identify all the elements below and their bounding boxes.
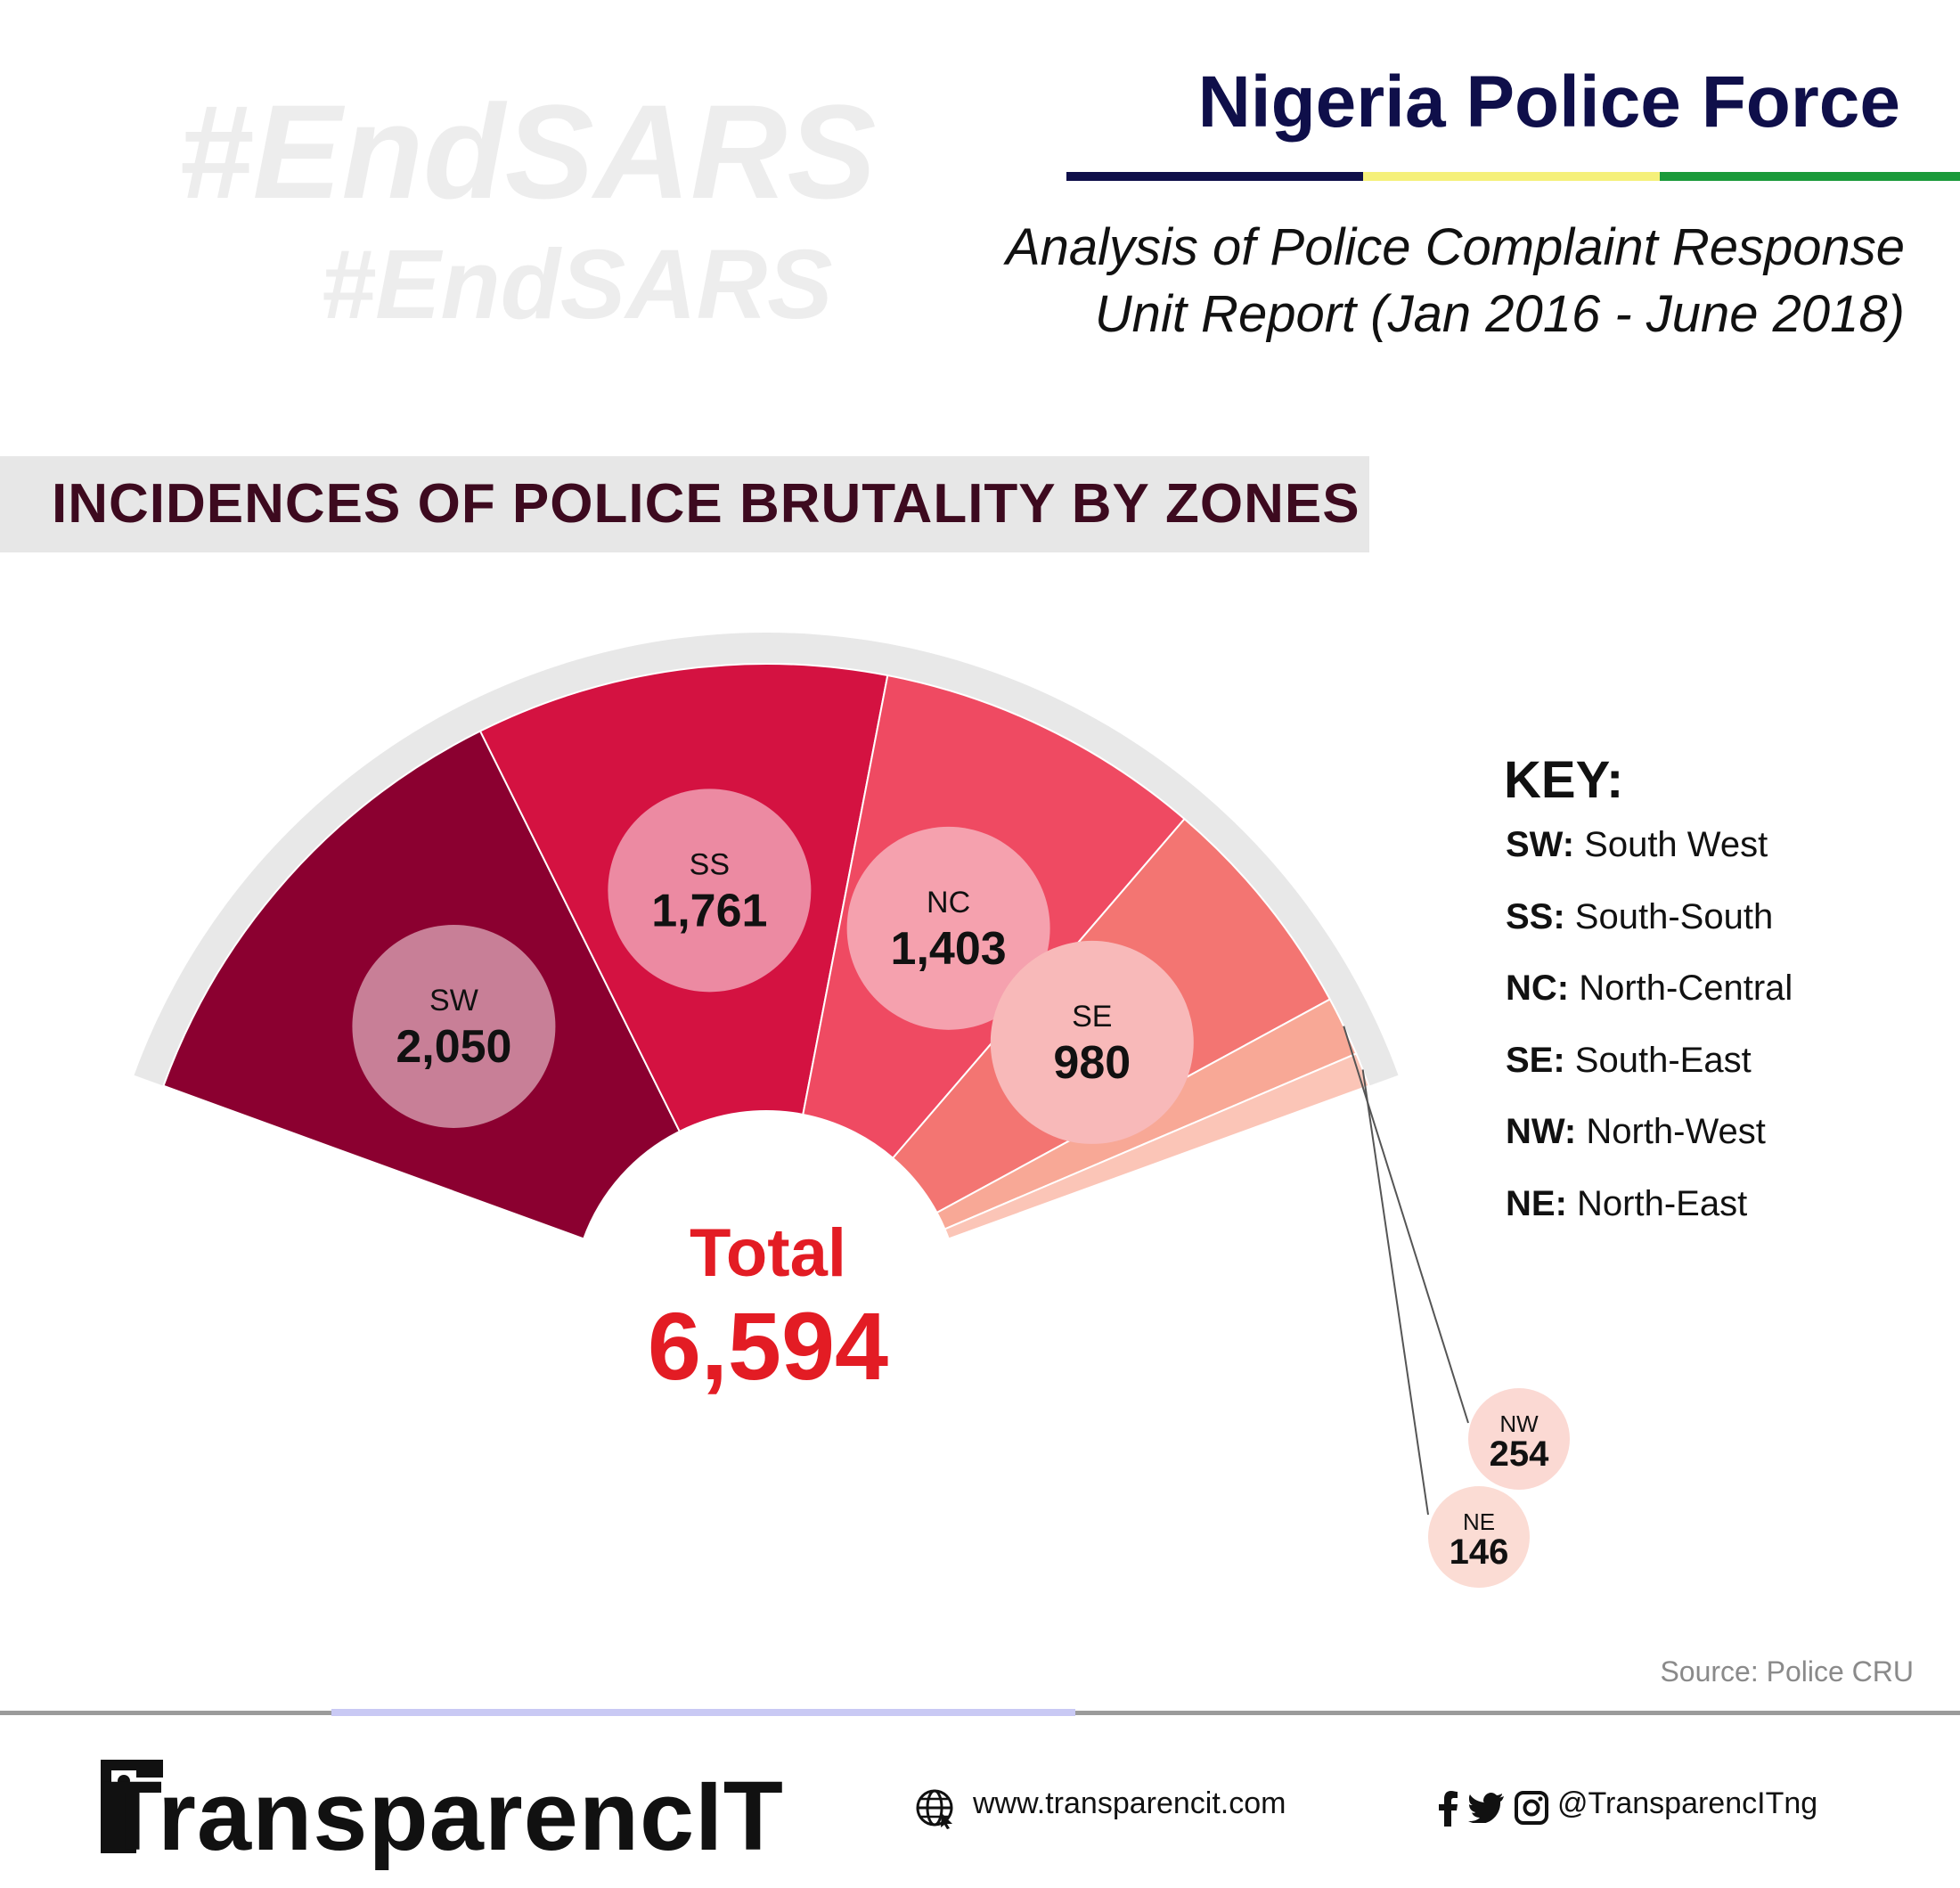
legend-item: SW: South West — [1506, 825, 1768, 865]
instagram-icon[interactable] — [1515, 1791, 1548, 1825]
legend-item-code: NE: — [1506, 1183, 1567, 1223]
badge-circle — [1468, 1388, 1570, 1490]
badge-zone-label: SW — [429, 984, 478, 1018]
source-note: Source: Police CRU — [1660, 1655, 1914, 1688]
subtitle-line-1: Analysis of Police Complaint Response — [1005, 218, 1905, 276]
legend-item-code: SW: — [1506, 825, 1575, 864]
badge-value-label: 254 — [1490, 1434, 1549, 1474]
watermark-hashtag-small: #EndSARS — [321, 230, 833, 339]
badge-value-label: 980 — [1053, 1037, 1131, 1089]
legend-item-code: SS: — [1506, 896, 1565, 936]
total-value: 6,594 — [648, 1292, 888, 1400]
legend-item: SS: South-South — [1506, 897, 1773, 937]
legend-item-name: South-South — [1564, 896, 1774, 936]
legend-item: NW: North-West — [1506, 1112, 1766, 1152]
legend-item-name: North-Central — [1569, 969, 1793, 1008]
flag-stripe-yellow — [1363, 172, 1660, 181]
legend-item: SE: South-East — [1506, 1041, 1752, 1081]
legend-item: NE: North-East — [1506, 1184, 1747, 1224]
social-handle[interactable]: @TransparencITng — [1557, 1786, 1818, 1820]
twitter-icon[interactable] — [1468, 1793, 1504, 1823]
section-title-bar — [0, 456, 1369, 552]
flag-stripe-green — [1660, 172, 1960, 181]
badge-value-label: 1,403 — [891, 923, 1007, 975]
legend-item-name: North-East — [1566, 1183, 1748, 1223]
badge-zone-label: SE — [1072, 1000, 1112, 1034]
section-title: INCIDENCES OF POLICE BRUTALITY BY ZONES — [52, 473, 1360, 535]
website-link[interactable]: www.transparencit.com — [973, 1786, 1286, 1820]
flag-stripe-navy — [1066, 172, 1363, 181]
legend-item-code: NW: — [1506, 1112, 1577, 1151]
footer-divider-accent — [331, 1709, 1075, 1716]
total-label: Total — [690, 1215, 846, 1291]
badge-ss: SS 1,761 — [608, 789, 812, 993]
legend-item: NC: North-Central — [1506, 969, 1793, 1009]
badge-circle — [990, 940, 1194, 1144]
page-title: Nigeria Police Force — [1197, 61, 1900, 143]
badge-value-label: 1,761 — [651, 885, 767, 936]
legend-item-code: SE: — [1506, 1040, 1565, 1080]
logo-mark-icon — [101, 1760, 163, 1853]
badge-circle — [1428, 1486, 1530, 1588]
legend-item-name: South West — [1574, 825, 1768, 864]
legend-item-code: NC: — [1506, 969, 1570, 1008]
badge-zone-label: NW — [1499, 1410, 1539, 1437]
badge-circle — [846, 826, 1050, 1030]
facebook-icon[interactable] — [1436, 1791, 1459, 1827]
badge-value-label: 146 — [1450, 1532, 1509, 1572]
legend-item-name: South-East — [1564, 1040, 1752, 1080]
leader-line-ne — [1361, 1069, 1429, 1516]
subtitle-line-2: Unit Report (Jan 2016 - June 2018) — [1094, 285, 1905, 343]
leader-line-nw — [1343, 1026, 1469, 1424]
badge-zone-label: NE — [1463, 1508, 1495, 1535]
badge-circle — [352, 924, 556, 1128]
page-subtitle: Analysis of Police Complaint Response Un… — [836, 214, 1905, 347]
badge-zone-label: NC — [927, 886, 970, 919]
badge-value-label: 2,050 — [396, 1021, 511, 1073]
watermark-hashtag-large: #EndSARS — [178, 77, 877, 226]
badge-sw: SW2,050 — [352, 924, 556, 1128]
legend-item-name: North-West — [1576, 1112, 1766, 1151]
globe-icon — [916, 1789, 953, 1829]
slice-ne — [943, 1052, 1370, 1240]
brand-logo-text: TransparencIT — [102, 1761, 784, 1871]
badge-circle — [608, 789, 812, 993]
badge-nc: NC 1,403 — [846, 826, 1050, 1030]
badge-zone-label: SS — [690, 847, 730, 881]
chart-center-hole — [574, 1113, 959, 1498]
legend-title: KEY: — [1504, 751, 1624, 809]
